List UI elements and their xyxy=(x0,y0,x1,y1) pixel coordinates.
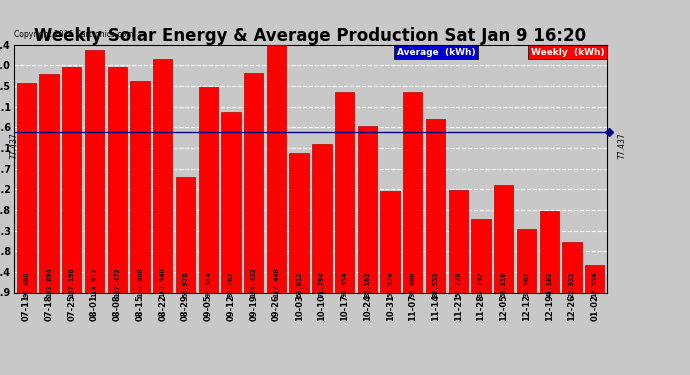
Text: 53.110: 53.110 xyxy=(501,271,506,297)
Bar xyxy=(199,87,218,301)
Text: 16.554: 16.554 xyxy=(592,271,598,297)
Bar xyxy=(448,190,468,301)
Text: 71.794: 71.794 xyxy=(319,271,325,297)
Text: 100.808: 100.808 xyxy=(137,267,143,297)
Bar xyxy=(540,211,559,301)
Text: 77.437: 77.437 xyxy=(618,132,627,159)
Bar xyxy=(471,219,491,301)
Bar xyxy=(494,185,513,301)
Bar xyxy=(85,50,104,301)
Bar xyxy=(108,67,127,301)
Text: 50.574: 50.574 xyxy=(387,271,393,297)
Text: 107.472: 107.472 xyxy=(115,267,120,297)
Bar xyxy=(517,229,536,301)
Text: 107.190: 107.190 xyxy=(69,267,75,297)
Text: 110.940: 110.940 xyxy=(159,267,166,297)
Bar xyxy=(357,126,377,301)
Bar xyxy=(221,112,241,301)
Text: 98.314: 98.314 xyxy=(205,271,211,297)
Text: 80.102: 80.102 xyxy=(364,271,371,297)
Text: 26.932: 26.932 xyxy=(569,271,575,297)
Bar xyxy=(62,67,81,301)
Text: 68.012: 68.012 xyxy=(296,271,302,297)
Text: 95.954: 95.954 xyxy=(342,271,348,297)
Text: 103.894: 103.894 xyxy=(46,267,52,297)
Text: 99.868: 99.868 xyxy=(23,271,29,297)
Text: Weekly  (kWh): Weekly (kWh) xyxy=(531,48,604,57)
Bar xyxy=(335,92,354,301)
Bar xyxy=(244,73,264,301)
Text: 117.448: 117.448 xyxy=(273,267,279,297)
Bar xyxy=(562,242,582,301)
Bar xyxy=(426,119,445,301)
Bar xyxy=(380,191,400,301)
Text: Copyright 2016 Cartronics.com: Copyright 2016 Cartronics.com xyxy=(14,30,133,39)
Text: 37.792: 37.792 xyxy=(478,271,484,297)
Bar xyxy=(153,59,172,301)
Text: 96.000: 96.000 xyxy=(410,271,416,297)
Text: 104.432: 104.432 xyxy=(250,267,257,297)
Text: 114.912: 114.912 xyxy=(92,267,97,297)
Bar xyxy=(290,153,309,301)
Text: 86.762: 86.762 xyxy=(228,271,234,297)
Bar xyxy=(267,45,286,301)
Bar xyxy=(312,144,331,301)
Text: 83.552: 83.552 xyxy=(433,271,439,297)
Bar xyxy=(17,83,36,301)
Title: Weekly Solar Energy & Average Production Sat Jan 9 16:20: Weekly Solar Energy & Average Production… xyxy=(34,27,586,45)
Text: 77.437: 77.437 xyxy=(9,132,19,159)
Bar xyxy=(39,75,59,301)
Bar xyxy=(130,81,150,301)
Text: 41.102: 41.102 xyxy=(546,271,552,297)
Bar xyxy=(585,265,604,301)
Bar xyxy=(403,92,422,301)
Text: Average  (kWh): Average (kWh) xyxy=(397,48,475,57)
Text: 56.976: 56.976 xyxy=(182,271,188,297)
Bar xyxy=(176,177,195,301)
Text: 32.962: 32.962 xyxy=(524,271,529,297)
Text: 50.728: 50.728 xyxy=(455,271,462,297)
